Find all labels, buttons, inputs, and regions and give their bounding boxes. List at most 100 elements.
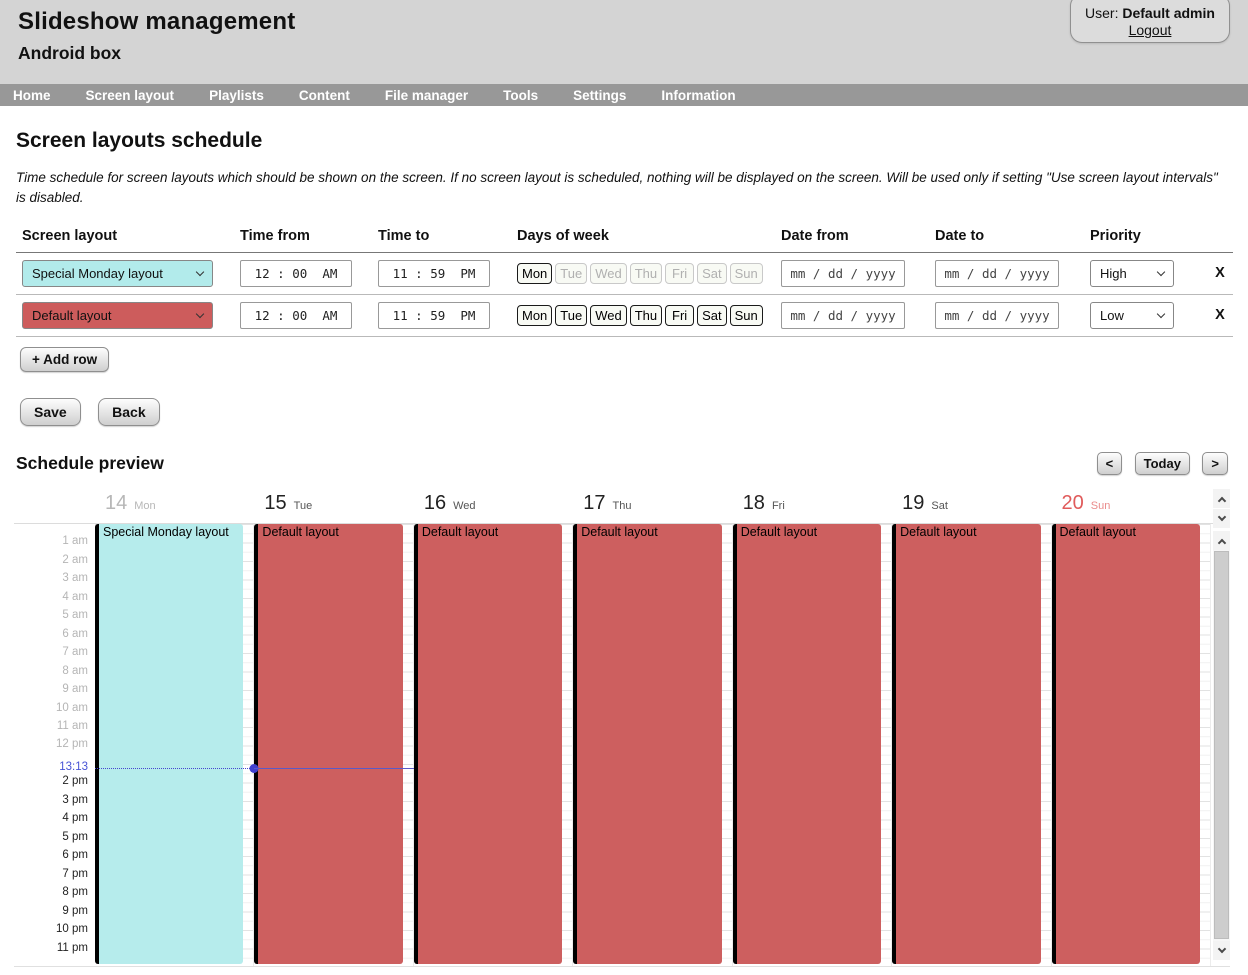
day-column[interactable]: Default layout: [413, 524, 574, 966]
next-week-button[interactable]: >: [1202, 452, 1228, 475]
calendar-header-scrollbar[interactable]: [1213, 489, 1230, 529]
time-axis-label: 10 pm: [56, 923, 88, 936]
calendar-scrollbar[interactable]: [1213, 531, 1230, 960]
prev-week-button[interactable]: <: [1096, 452, 1123, 475]
day-column[interactable]: Default layout: [1051, 524, 1211, 966]
layout-select-value: Default layout: [32, 307, 112, 323]
day-toggle[interactable]: Tue: [555, 304, 588, 326]
calendar-day-headers: 14 Mon 15 Tue 16 Wed 17 Thu 18 Fri 19 Sa…: [14, 487, 1230, 524]
description: Time schedule for screen layouts which s…: [16, 170, 1218, 205]
time-axis: 1 am 2 am 3 am 4 am 5 am 6 am 7 am 8 am 9 am 10 a…: [14, 524, 95, 966]
time-axis-label: 8 am: [62, 664, 88, 677]
day-header: 20 Sun: [1052, 487, 1211, 523]
layout-select-value: Special Monday layout: [32, 265, 163, 281]
day-toggle[interactable]: Mon: [517, 304, 553, 326]
time-axis-label: 4 pm: [62, 812, 88, 825]
column-header: Priority: [1090, 227, 1141, 244]
nav-item[interactable]: Playlists: [209, 87, 264, 103]
day-toggle[interactable]: Tue: [555, 262, 588, 284]
calendar-event[interactable]: Default layout: [732, 524, 882, 964]
day-toggle[interactable]: Thu: [629, 262, 663, 284]
priority-select[interactable]: High: [1090, 259, 1174, 287]
time-axis-label: 13:13: [59, 760, 88, 773]
day-toggle[interactable]: Sun: [729, 262, 763, 284]
day-toggle[interactable]: Fri: [665, 262, 695, 284]
time-axis-label: 9 pm: [62, 904, 88, 917]
remove-row-button[interactable]: X: [1215, 265, 1225, 282]
priority-select[interactable]: Low: [1090, 301, 1174, 329]
date-from-input[interactable]: mm / dd / yyyy: [781, 301, 905, 329]
time-axis-label: 8 pm: [62, 886, 88, 899]
date-from-input[interactable]: mm / dd / yyyy: [781, 259, 905, 287]
day-toggle[interactable]: Wed: [590, 262, 627, 284]
chevron-down-icon: [195, 267, 205, 277]
time-axis-label: 11 pm: [56, 941, 88, 954]
calendar-nav: < Today >: [1089, 452, 1228, 475]
calendar-event[interactable]: Default layout: [573, 524, 722, 964]
day-toggle[interactable]: Mon: [517, 262, 553, 284]
time-from-input[interactable]: 12 : 00 AM: [240, 301, 352, 329]
add-row-button[interactable]: + Add row: [20, 346, 110, 372]
day-column[interactable]: Default layout: [573, 524, 733, 966]
remove-row-button[interactable]: X: [1215, 307, 1225, 324]
scroll-up-icon[interactable]: [1213, 531, 1230, 550]
calendar-event[interactable]: Default layout: [413, 524, 563, 964]
day-toggle[interactable]: Sat: [697, 304, 727, 326]
scroll-up-icon[interactable]: [1213, 489, 1230, 508]
nav-item[interactable]: File manager: [384, 87, 469, 103]
day-number: 19: [902, 492, 925, 514]
nav-item[interactable]: Home: [13, 87, 51, 103]
day-toggle[interactable]: Thu: [629, 304, 663, 326]
day-column[interactable]: Default layout: [732, 524, 893, 966]
day-header: 18 Fri: [733, 487, 892, 523]
layout-select[interactable]: Special Monday layout: [22, 259, 213, 287]
user-name: Default admin: [1122, 5, 1215, 21]
nav-item[interactable]: Content: [298, 87, 350, 103]
today-button[interactable]: Today: [1134, 452, 1190, 475]
day-number: 20: [1061, 492, 1084, 514]
scroll-down-icon[interactable]: [1213, 509, 1230, 528]
calendar-event[interactable]: Default layout: [1051, 524, 1200, 964]
day-toggle[interactable]: Sun: [729, 304, 763, 326]
nav-item[interactable]: Tools: [503, 87, 539, 103]
nav-item[interactable]: Screen layout: [85, 87, 175, 103]
day-toggle[interactable]: Wed: [590, 304, 627, 326]
day-toggle[interactable]: Sat: [697, 262, 727, 284]
column-header: Date to: [935, 227, 985, 244]
day-number: 18: [742, 492, 765, 514]
event-title: Default layout: [262, 525, 339, 539]
day-column[interactable]: Special Monday layout: [95, 524, 255, 966]
day-header: 17 Thu: [573, 487, 732, 523]
chevron-down-icon: [195, 309, 205, 319]
time-axis-label: 12 pm: [56, 738, 88, 751]
event-title: Default layout: [1059, 525, 1136, 539]
scrollbar-thumb[interactable]: [1214, 551, 1229, 939]
nav-item[interactable]: Settings: [573, 87, 627, 103]
calendar-event[interactable]: Default layout: [892, 524, 1041, 964]
scroll-down-icon[interactable]: [1213, 941, 1230, 960]
logout-link[interactable]: Logout: [1128, 22, 1172, 38]
back-button[interactable]: Back: [98, 397, 160, 426]
preview-title: Schedule preview: [16, 453, 164, 473]
day-number: 17: [583, 492, 606, 514]
chevron-down-icon: [1156, 309, 1166, 319]
day-column[interactable]: Default layout: [892, 524, 1052, 966]
day-column[interactable]: Default layout: [254, 524, 414, 966]
time-from-input[interactable]: 12 : 00 AM: [240, 259, 352, 287]
priority-select-value: Low: [1100, 307, 1124, 323]
time-to-input[interactable]: 11 : 59 PM: [378, 259, 490, 287]
day-name: Fri: [771, 500, 785, 512]
date-to-input[interactable]: mm / dd / yyyy: [935, 259, 1059, 287]
layout-select[interactable]: Default layout: [22, 301, 213, 329]
day-toggle[interactable]: Fri: [665, 304, 695, 326]
content: Screen layouts schedule Time schedule fo…: [0, 106, 1248, 426]
column-header: Date from: [781, 227, 849, 244]
app-title: Slideshow management: [18, 8, 296, 35]
time-to-input[interactable]: 11 : 59 PM: [378, 301, 490, 329]
date-to-input[interactable]: mm / dd / yyyy: [935, 301, 1059, 329]
calendar-event[interactable]: Default layout: [254, 524, 403, 964]
day-header: 16 Wed: [414, 487, 573, 523]
save-button[interactable]: Save: [20, 397, 81, 426]
nav-item[interactable]: Information: [661, 87, 736, 103]
calendar-event[interactable]: Special Monday layout: [95, 524, 244, 964]
